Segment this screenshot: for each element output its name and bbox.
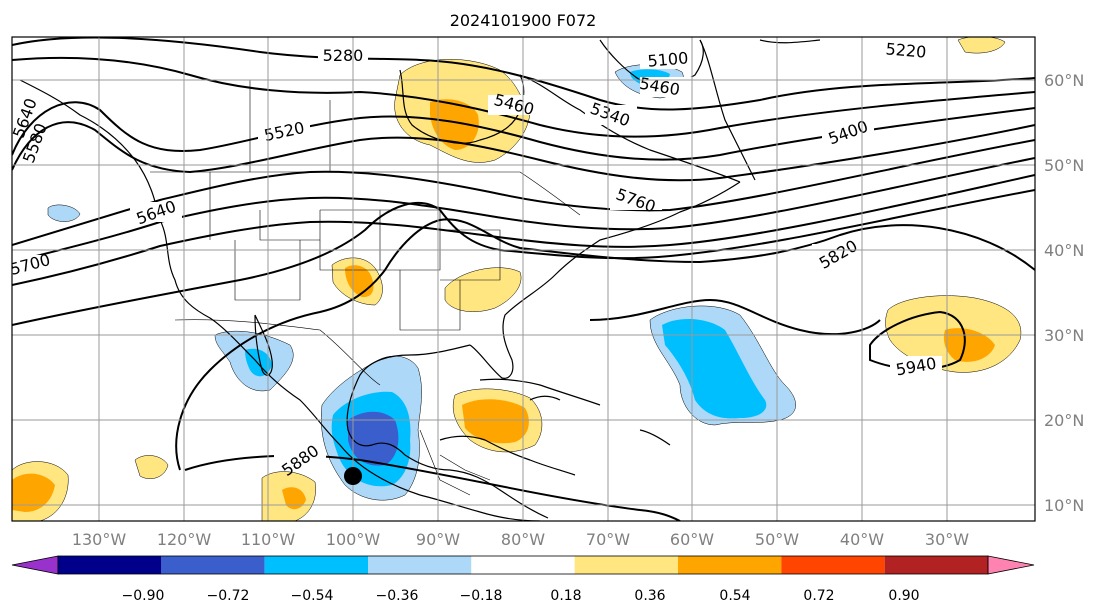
colorbar-bin xyxy=(678,556,782,574)
colorbar-label: −0.18 xyxy=(460,588,503,604)
colorbar-label: 0.18 xyxy=(550,588,581,604)
colorbar-label: 0.54 xyxy=(719,588,750,604)
lon-tick: 50°W xyxy=(755,530,799,549)
lat-tick: 30°N xyxy=(1044,326,1084,345)
height-contours xyxy=(12,37,1035,521)
graticule xyxy=(12,37,1035,521)
lon-tick: 60°W xyxy=(670,530,714,549)
lat-tick: 50°N xyxy=(1044,156,1084,175)
colorbar-bin xyxy=(884,556,988,574)
colorbar-label: −0.90 xyxy=(122,588,165,604)
lat-tick: 60°N xyxy=(1044,71,1084,90)
colorbar-label: 0.90 xyxy=(888,588,919,604)
colorbar-bin xyxy=(471,556,575,574)
colorbar-labels: −0.90 −0.72 −0.54 −0.36 −0.18 0.18 0.36 … xyxy=(122,588,920,604)
colorbar-label: 0.72 xyxy=(803,588,834,604)
lon-tick: 70°W xyxy=(586,530,630,549)
lon-tick: 110°W xyxy=(241,530,296,549)
lat-tick: 10°N xyxy=(1044,496,1084,515)
longitude-ticks: 130°W 120°W 110°W 100°W 90°W 80°W 70°W 6… xyxy=(72,530,969,549)
contour-label: 5100 xyxy=(647,48,689,70)
storm-center-marker xyxy=(344,467,362,485)
colorbar-bin xyxy=(58,556,162,574)
latitude-ticks: 60°N 50°N 40°N 30°N 20°N 10°N xyxy=(1044,71,1084,515)
colorbar-extend-max xyxy=(987,555,1035,575)
colorbar-label: 0.36 xyxy=(634,588,665,604)
map-title: 2024101900 F072 xyxy=(450,11,597,30)
colorbar-frame xyxy=(57,555,989,575)
lon-tick: 80°W xyxy=(501,530,545,549)
lon-tick: 90°W xyxy=(416,530,460,549)
colorbar-label: −0.54 xyxy=(291,588,334,604)
colorbar-extend-min xyxy=(11,555,59,575)
lon-tick: 130°W xyxy=(72,530,127,549)
anomaly-shading xyxy=(12,37,1022,521)
colorbar-bin xyxy=(574,556,678,574)
colorbar xyxy=(11,555,1035,575)
contour-label: 5280 xyxy=(323,46,364,65)
map-frame xyxy=(11,36,1036,522)
colorbar-label: −0.36 xyxy=(376,588,419,604)
lat-tick: 40°N xyxy=(1044,241,1084,260)
lat-tick: 20°N xyxy=(1044,411,1084,430)
colorbar-bin xyxy=(781,556,885,574)
lon-tick: 100°W xyxy=(326,530,381,549)
lon-tick: 40°W xyxy=(840,530,884,549)
colorbar-bin xyxy=(264,556,368,574)
borders xyxy=(150,80,581,496)
colorbar-bin xyxy=(368,556,472,574)
lon-tick: 30°W xyxy=(925,530,969,549)
colorbar-bin xyxy=(161,556,265,574)
colorbar-label: −0.72 xyxy=(207,588,250,604)
lon-tick: 120°W xyxy=(157,530,212,549)
contour-label: 5220 xyxy=(885,39,927,61)
